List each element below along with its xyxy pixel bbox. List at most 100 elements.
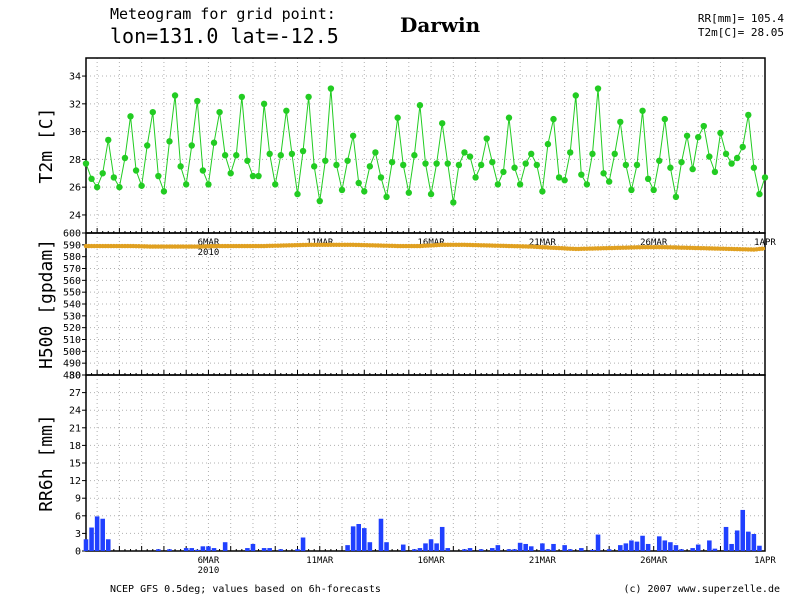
t2m-point [132,167,140,174]
t2m-point [550,115,557,123]
t2m-point [728,160,735,167]
rr-bar [250,543,256,551]
t2m-point [405,189,413,196]
t2m-point [622,161,630,169]
rr-bar [439,526,445,551]
t2m-point [160,188,168,195]
precipitation-ytick-label: 9 [75,494,81,505]
temperature-axis-label: T2m [C] [36,108,57,184]
rr-bar [751,533,757,551]
rr-bar [356,524,361,551]
geopotential-ytick-label: 480 [63,371,81,382]
rr-bar [729,543,734,551]
geopotential-frame [85,232,766,376]
t2m-point [194,97,201,105]
t2m-point [283,107,290,114]
precipitation-xtick-label: 1APR [754,556,776,566]
t2m-point [233,152,240,159]
t2m-point [199,167,207,174]
rr-bar [618,545,623,551]
precipitation-ytick-label: 21 [69,423,81,434]
t2m-point [528,150,535,158]
rr-bar [495,545,501,551]
geopotential-axis-label: H500 [gpdam] [36,239,57,369]
rr-bar [189,548,195,551]
t2m-point [700,122,707,130]
temperature-ytick-label: 34 [69,72,81,83]
t2m-point [272,181,279,188]
rr-bar [712,548,718,551]
title-line-2: lon=131.0 lat=-12.5 [110,24,339,48]
t2m-point [116,183,123,191]
rr-bar [361,528,367,551]
t2m-point [138,182,145,189]
footer-copyright: (c) 2007 www.superzelle.de [623,584,780,595]
t2m-point [171,92,179,99]
precipitation-xtick-sublabel: 2010 [198,566,220,576]
rr-bar [200,546,206,551]
geopotential-ytick-label: 590 [63,240,81,251]
rr-bar [545,549,551,551]
t2m-point [739,143,746,151]
t2m-point [761,174,769,181]
t2m-point [511,164,518,171]
t2m-point [349,132,357,139]
precipitation-ytick-label: 24 [69,406,81,417]
precipitation-ytick-label: 30 [69,371,81,382]
t2m-point [383,193,390,201]
t2m-point [438,120,446,127]
rr-bar [640,535,645,551]
t2m-point [388,158,396,166]
rr-bar [690,548,695,551]
t2m-point [706,153,713,160]
geopotential-ytick-label: 490 [63,359,81,370]
temperature-frame [85,57,766,234]
temperature-xtick-label: 6MAR [198,238,220,248]
t2m-point [711,168,719,176]
t2m-point [483,135,490,142]
t2m-point [689,165,696,173]
precipitation-axis-label: RR6h [mm] [36,414,57,512]
rr-bar [517,542,523,551]
rr-bar [579,548,584,551]
t2m-point [695,133,702,141]
t2m-point [644,175,652,183]
t2m-point [105,136,112,144]
rr-bar [551,543,556,551]
rr-bar [673,545,679,551]
t2m-point [516,181,524,188]
t2m-point [594,85,602,92]
t2m-point [466,153,474,160]
rr-bar [490,548,495,551]
t2m-point [155,172,162,180]
t2m-point [277,152,284,159]
rr-bar [423,543,428,551]
t2m-point [639,107,646,114]
t2m-point [578,171,585,178]
t2m-point [249,172,257,180]
t2m-point [416,102,424,109]
t2m-point [561,177,568,184]
t2m-point [750,164,758,171]
t2m-point [661,115,669,123]
t2m-point [650,186,657,194]
rr-bar [100,518,105,551]
rr-bar [623,543,629,551]
geopotential-ytick-label: 520 [63,323,81,334]
t2m-point [355,179,362,187]
t2m-point [310,163,318,170]
t2m-point [338,186,346,194]
rr-bar [434,543,439,551]
rr-bar [261,548,267,551]
rr-bar [245,548,250,551]
rr-bar [183,548,189,551]
rr-bar [278,549,284,551]
t2m-point [99,170,106,177]
t2m-point [722,150,730,158]
t2m-point [745,111,752,119]
t2m-point [733,154,741,162]
t2m-point [333,161,340,169]
